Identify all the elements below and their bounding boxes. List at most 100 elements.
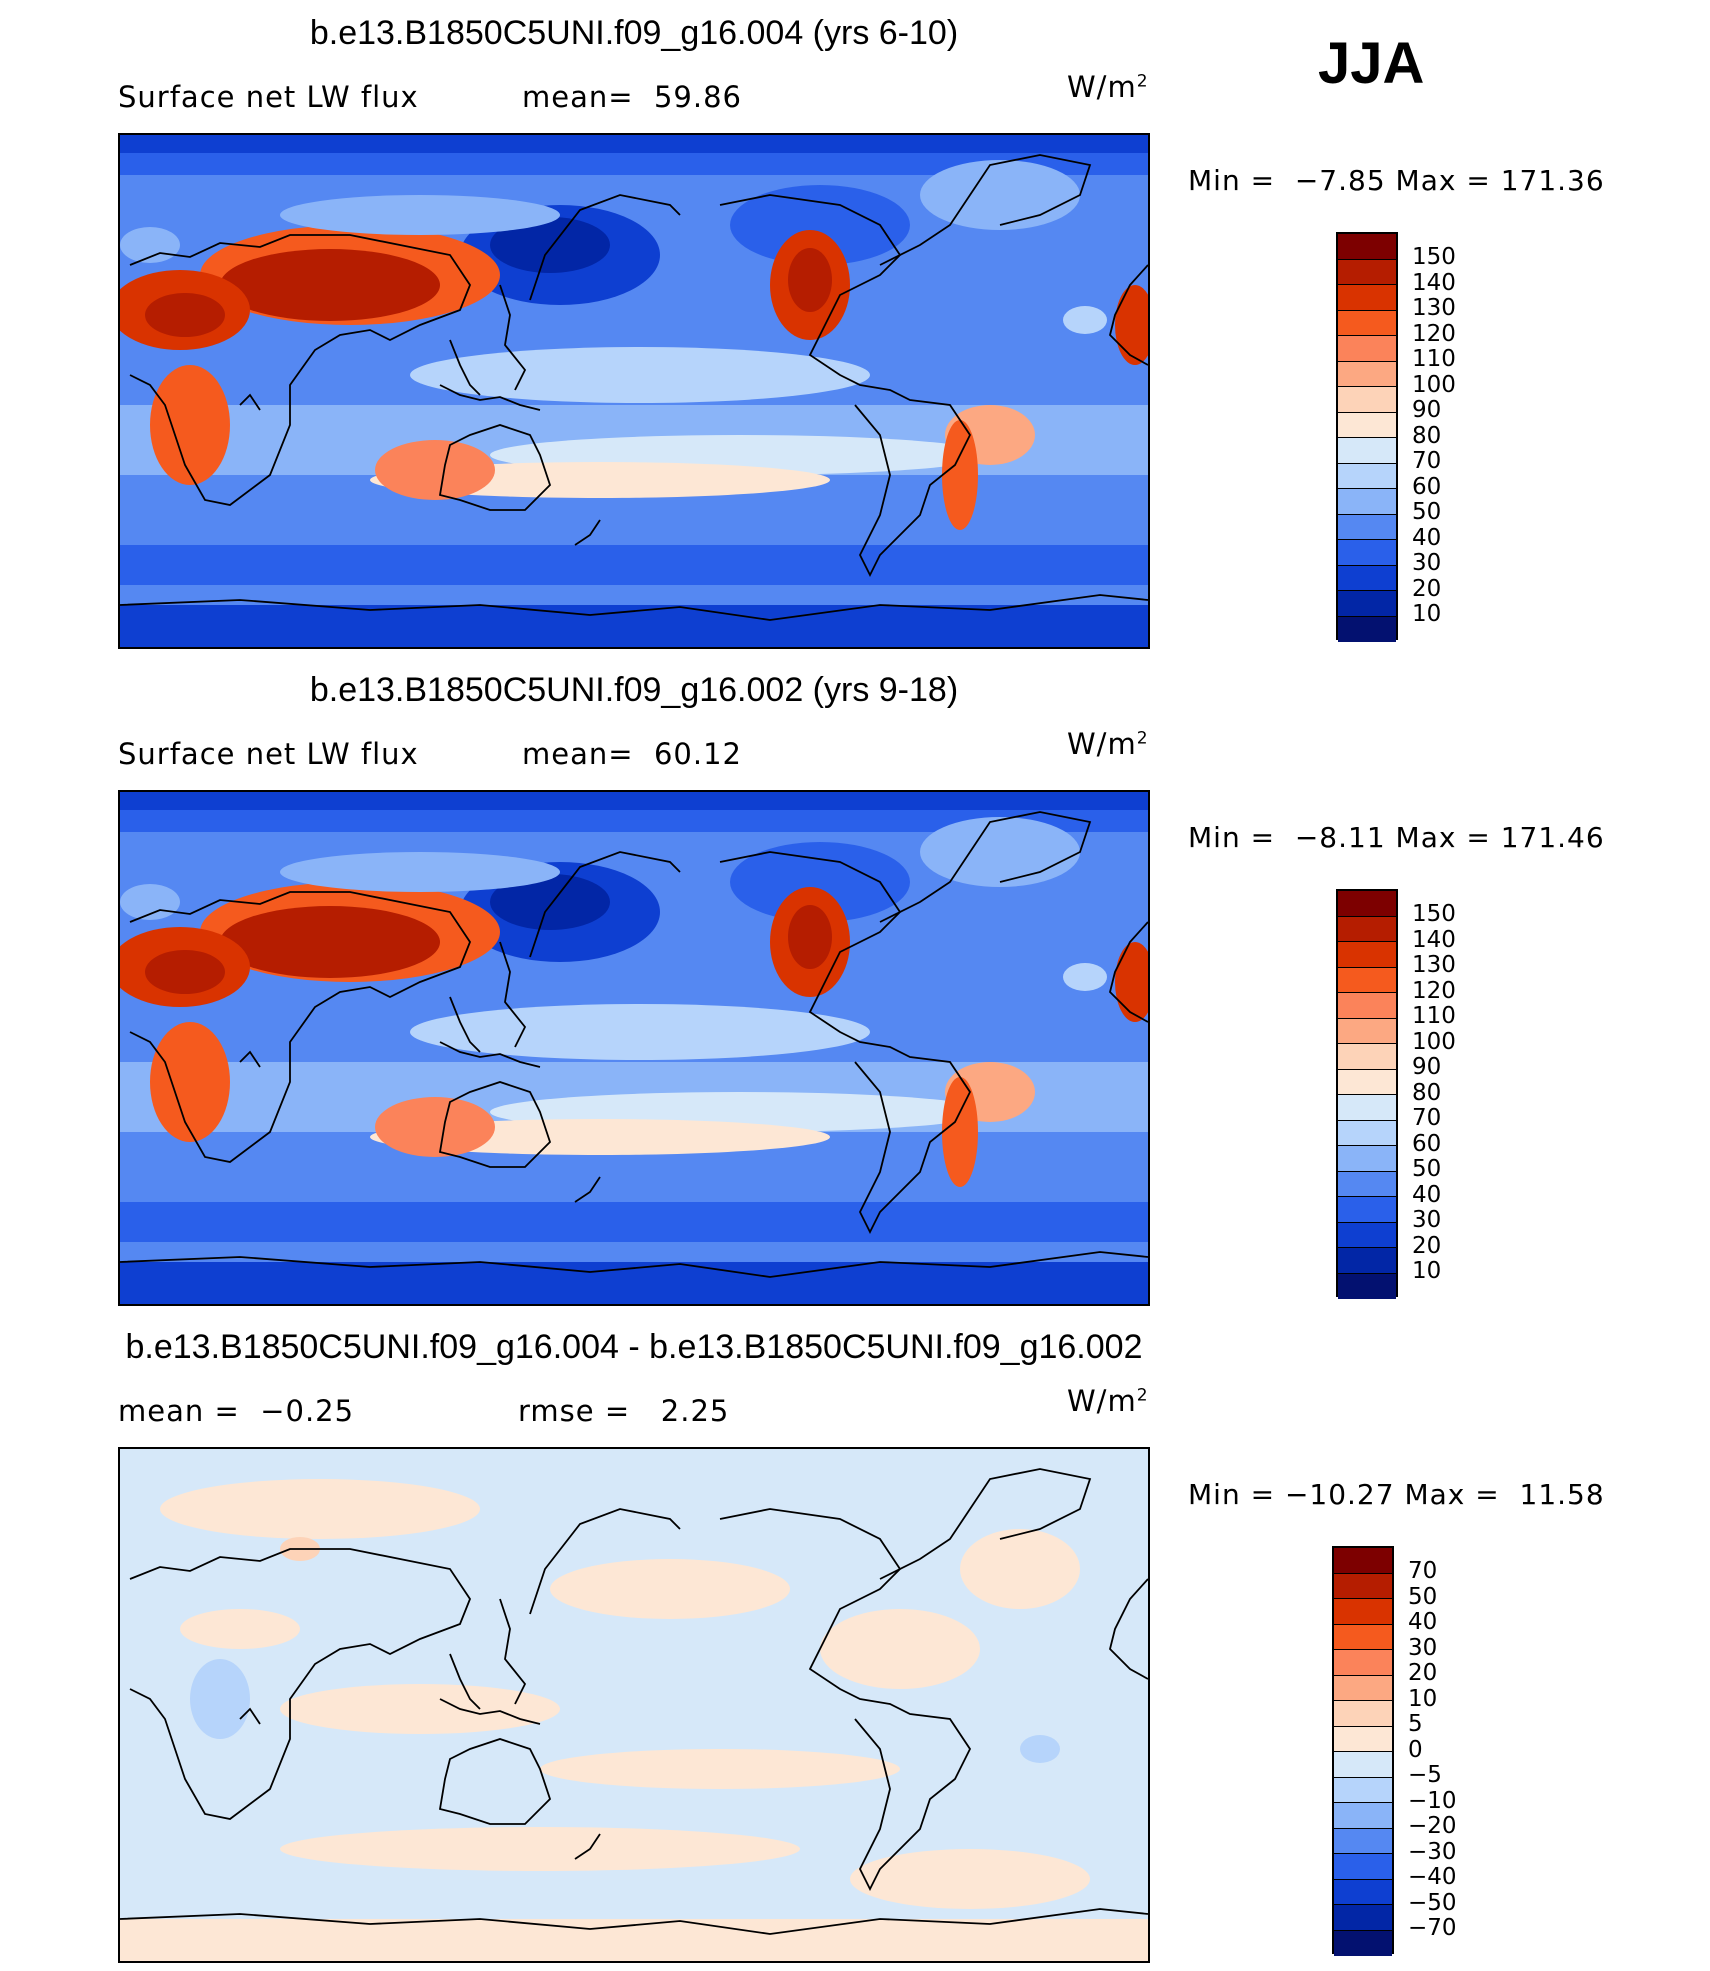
colorbar-swatch [1338, 259, 1396, 285]
units-label: W/m2 [1067, 1384, 1149, 1418]
colorbar [1332, 1546, 1394, 1956]
colorbar-tick-label: −20 [1408, 1813, 1457, 1839]
colorbar-swatch [1334, 1777, 1392, 1803]
colorbar-swatch [1338, 1171, 1396, 1197]
map-plot [118, 1447, 1150, 1963]
colorbar-swatch [1338, 1273, 1396, 1299]
colorbar-swatch [1334, 1548, 1392, 1574]
colorbar-tick-label: 70 [1412, 1105, 1442, 1131]
mean-label: mean= 60.12 [522, 737, 742, 771]
colorbar-swatch [1338, 942, 1396, 968]
colorbar-tick-label: 120 [1412, 320, 1456, 347]
colorbar-swatch [1338, 616, 1396, 642]
colorbar-tick-label: 130 [1412, 952, 1456, 978]
colorbar-swatch [1334, 1624, 1392, 1650]
colorbar-swatch [1338, 1069, 1396, 1095]
colorbar-tick-label: 50 [1412, 1156, 1442, 1182]
colorbar-swatch [1338, 489, 1396, 515]
colorbar-swatch [1334, 1752, 1392, 1778]
colorbar-swatch [1338, 361, 1396, 387]
colorbar-swatch [1334, 1701, 1392, 1727]
colorbar-tick-label: 70 [1412, 448, 1442, 474]
colorbar-swatch [1334, 1675, 1392, 1701]
panel-title: b.e13.B1850C5UNI.f09_g16.004 - b.e13.B18… [125, 1328, 1143, 1366]
panel-model-002: b.e13.B1850C5UNI.f09_g16.002 (yrs 9-18) … [0, 657, 1710, 1314]
colorbar-tick-label: 140 [1412, 926, 1456, 953]
colorbar-swatch [1338, 1044, 1396, 1070]
panel-difference: b.e13.B1850C5UNI.f09_g16.004 - b.e13.B18… [0, 1314, 1710, 1971]
colorbar-tick-label: 30 [1408, 1634, 1438, 1661]
colorbar-tick-label: −40 [1408, 1864, 1457, 1890]
colorbar-tick-label: 100 [1412, 1028, 1456, 1055]
units-label: W/m2 [1067, 727, 1149, 761]
map-field [120, 1449, 1148, 1961]
colorbar-swatch [1338, 1222, 1396, 1248]
mean-label: mean= 59.86 [522, 80, 742, 114]
colorbar-swatch [1338, 1197, 1396, 1223]
colorbar-tick-label: 110 [1412, 346, 1456, 372]
colorbar-tick-label: 90 [1412, 1054, 1442, 1080]
colorbar-tick-label: 10 [1412, 601, 1442, 627]
colorbar-tick-label: 40 [1412, 1181, 1442, 1208]
colorbar-tick-label: 40 [1412, 524, 1442, 551]
colorbar-swatch [1338, 234, 1396, 260]
colorbar-tick-label: 100 [1412, 371, 1456, 398]
colorbar-tick-label: 70 [1408, 1558, 1438, 1584]
colorbar-swatch [1338, 1018, 1396, 1044]
colorbar-tick-label: 20 [1412, 575, 1442, 602]
colorbar-tick-label: −30 [1408, 1838, 1457, 1865]
colorbar [1336, 232, 1398, 642]
colorbar-tick-label: 0 [1408, 1736, 1423, 1763]
panel-title: b.e13.B1850C5UNI.f09_g16.002 (yrs 9-18) [309, 671, 959, 709]
field-label: Surface net LW flux [118, 737, 419, 771]
colorbar-tick-label: 30 [1412, 550, 1442, 576]
colorbar-tick-label: 50 [1408, 1583, 1438, 1610]
colorbar-swatch [1338, 916, 1396, 942]
colorbar-swatch [1338, 387, 1396, 413]
colorbar-tick-label: 40 [1408, 1609, 1438, 1635]
colorbar-tick-label: 20 [1408, 1660, 1438, 1686]
colorbar-tick-label: 120 [1412, 977, 1456, 1004]
colorbar-tick-label: −70 [1408, 1915, 1457, 1941]
colorbar-tick-label: 5 [1408, 1711, 1423, 1737]
colorbar-swatch [1338, 1146, 1396, 1172]
colorbar-tick-label: −10 [1408, 1787, 1457, 1814]
colorbar-swatch [1338, 1120, 1396, 1146]
min-max-label: Min = −7.85 Max = 171.36 [1188, 164, 1605, 197]
colorbar-tick-label: −50 [1408, 1889, 1457, 1916]
colorbar-swatch [1338, 540, 1396, 566]
colorbar-tick-label: 50 [1412, 499, 1442, 525]
map-plot [118, 133, 1150, 649]
mean-label: mean = −0.25 [118, 1394, 355, 1428]
colorbar-swatch [1334, 1905, 1392, 1931]
colorbar-tick-label: 90 [1412, 397, 1442, 423]
colorbar-swatch [1334, 1573, 1392, 1599]
colorbar-tick-label: 10 [1408, 1685, 1438, 1712]
colorbar-tick-label: 150 [1412, 901, 1456, 927]
colorbar-swatch [1334, 1879, 1392, 1905]
units-label: W/m2 [1067, 70, 1149, 104]
colorbar-tick-label: 150 [1412, 244, 1456, 270]
colorbar-swatch [1338, 1095, 1396, 1121]
colorbar-tick-label: 80 [1412, 422, 1442, 449]
colorbar-swatch [1338, 285, 1396, 311]
colorbar-tick-label: 60 [1412, 1130, 1442, 1157]
colorbar-swatch [1334, 1599, 1392, 1625]
colorbar-swatch [1334, 1726, 1392, 1752]
colorbar-swatch [1338, 310, 1396, 336]
colorbar-swatch [1338, 891, 1396, 917]
colorbar-swatch [1338, 565, 1396, 591]
colorbar-tick-label: 30 [1412, 1207, 1442, 1233]
colorbar-tick-label: 130 [1412, 295, 1456, 321]
colorbar-swatch [1334, 1803, 1392, 1829]
colorbar-tick-label: 80 [1412, 1079, 1442, 1106]
colorbar-tick-label: 140 [1412, 269, 1456, 296]
colorbar-tick-label: 110 [1412, 1003, 1456, 1029]
colorbar-swatch [1338, 463, 1396, 489]
map-field [120, 792, 1148, 1304]
colorbar-swatch [1338, 591, 1396, 617]
colorbar-swatch [1334, 1930, 1392, 1956]
colorbar-swatch [1338, 1248, 1396, 1274]
colorbar-tick-label: 10 [1412, 1258, 1442, 1284]
colorbar-swatch [1338, 514, 1396, 540]
